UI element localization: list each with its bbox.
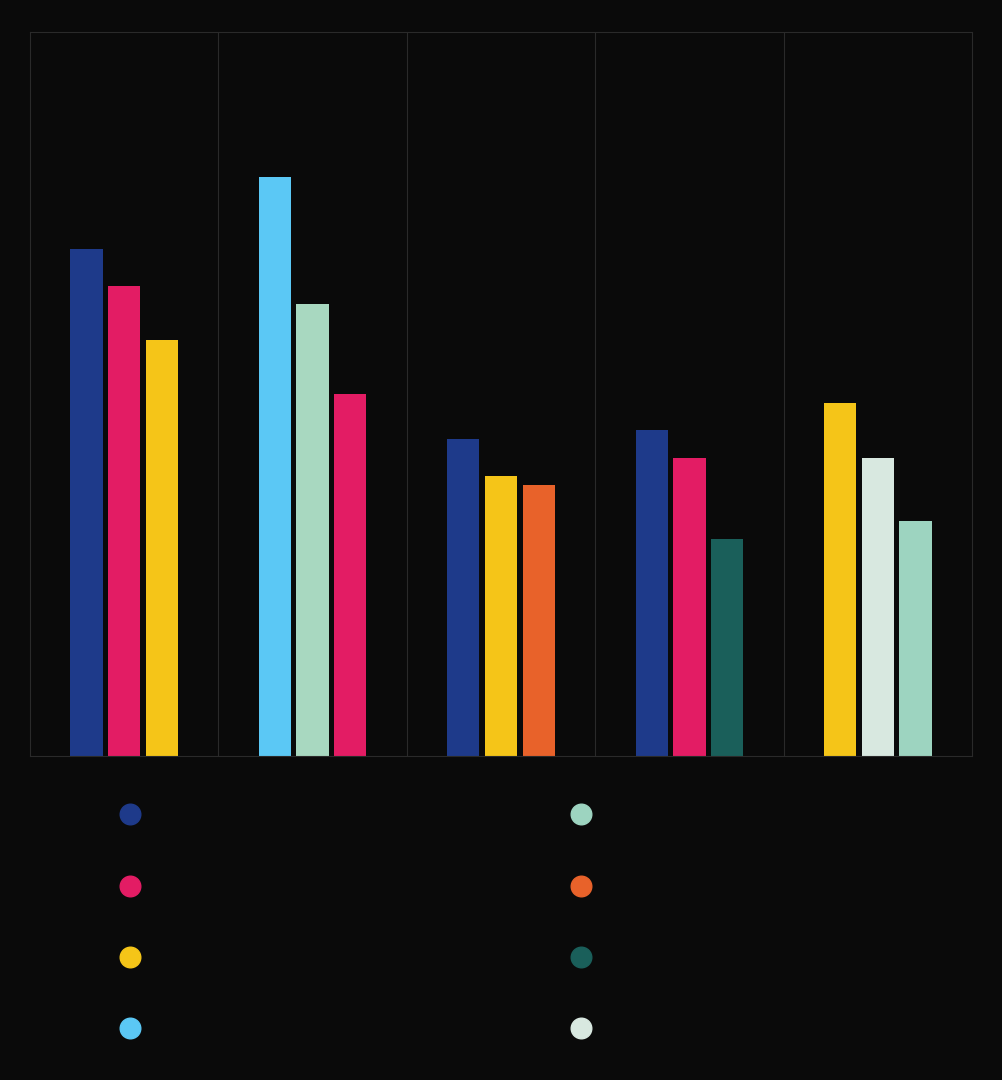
Bar bbox=[70, 249, 103, 756]
Bar bbox=[485, 475, 517, 756]
Point bbox=[573, 877, 589, 894]
Point bbox=[573, 806, 589, 823]
Bar bbox=[710, 539, 743, 756]
Bar bbox=[522, 485, 555, 756]
Bar bbox=[447, 440, 480, 756]
Bar bbox=[297, 303, 329, 756]
Point bbox=[122, 877, 138, 894]
Point bbox=[573, 1020, 589, 1037]
Bar bbox=[899, 521, 932, 756]
Bar bbox=[635, 430, 668, 756]
Point bbox=[122, 806, 138, 823]
Point bbox=[122, 948, 138, 966]
Bar bbox=[259, 177, 292, 756]
Bar bbox=[824, 403, 857, 756]
Bar bbox=[145, 340, 178, 756]
Point bbox=[122, 1020, 138, 1037]
Bar bbox=[862, 458, 894, 756]
Point bbox=[573, 948, 589, 966]
Bar bbox=[334, 394, 367, 756]
Bar bbox=[108, 286, 140, 756]
Bar bbox=[673, 458, 705, 756]
